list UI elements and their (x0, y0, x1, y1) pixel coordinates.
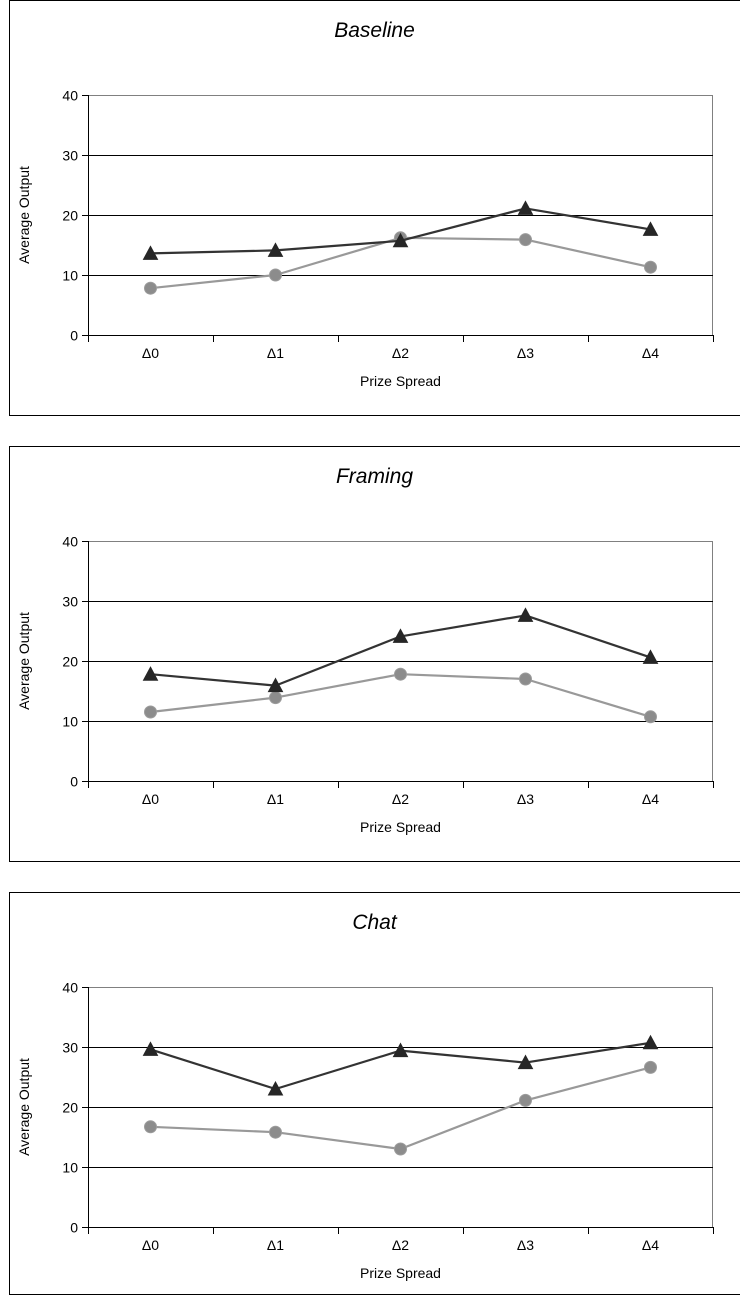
x-tick-label: Δ4 (642, 345, 659, 361)
chart-frame (9, 446, 740, 862)
y-axis-label: Average Output (16, 166, 32, 264)
x-tick-label: Δ1 (267, 345, 284, 361)
x-axis-label: Prize Spread (360, 373, 441, 389)
y-tick-label: 0 (70, 774, 78, 790)
plot-area-border (88, 987, 713, 1227)
x-axis-label: Prize Spread (360, 819, 441, 835)
data-point-circle (519, 233, 532, 247)
data-point-circle (144, 281, 157, 295)
y-tick-label: 30 (62, 148, 78, 164)
series-circle (144, 667, 657, 724)
y-tick-label: 10 (62, 714, 78, 730)
x-axis-label: Prize Spread (360, 1265, 441, 1281)
data-point-triangle (392, 232, 409, 248)
y-tick-label: 10 (62, 268, 78, 284)
data-point-circle (644, 1060, 657, 1074)
series-triangle (142, 200, 659, 260)
x-tick-label: Δ2 (392, 345, 409, 361)
data-point-triangle (517, 1054, 534, 1070)
series-triangle (142, 1034, 659, 1096)
chart-title: Baseline (334, 19, 415, 42)
data-point-triangle (142, 245, 159, 260)
data-point-circle (519, 1093, 532, 1107)
x-tick-label: Δ0 (142, 1237, 159, 1253)
data-point-triangle (392, 628, 409, 643)
x-tick-label: Δ1 (267, 1237, 284, 1253)
data-point-triangle (392, 1042, 409, 1058)
y-tick-label: 30 (62, 1040, 78, 1056)
chart-panel-3: Chat 0 10 20 30 40 Δ0 Δ1 Δ2 Δ3 Δ4 Prize Spread Avera… (9, 892, 740, 1295)
data-point-circle (144, 705, 157, 719)
x-tick-label: Δ3 (517, 1237, 534, 1253)
data-point-circle (269, 1125, 282, 1139)
series-line (150, 1066, 651, 1151)
data-point-circle (644, 710, 657, 724)
data-point-triangle (267, 1080, 284, 1096)
x-tick-label: Δ1 (267, 791, 284, 807)
y-tick-label: 40 (62, 534, 78, 550)
x-tick-label: Δ3 (517, 791, 534, 807)
plot-area-border (88, 541, 713, 781)
data-point-circle (394, 667, 407, 681)
y-tick-label: 10 (62, 1160, 78, 1176)
data-point-triangle (142, 666, 159, 681)
y-axis-label: Average Output (16, 612, 32, 710)
plot-area-border (88, 95, 713, 335)
y-tick-label: 20 (62, 208, 78, 224)
data-point-circle (144, 1120, 157, 1134)
chart-title: Chat (352, 911, 398, 934)
x-tick-label: Δ2 (392, 1237, 409, 1253)
chart-frame (9, 0, 740, 416)
chart-title: Framing (336, 465, 413, 488)
x-tick-label: Δ2 (392, 791, 409, 807)
y-tick-label: 20 (62, 654, 78, 670)
y-tick-label: 40 (62, 980, 78, 996)
y-axis-label: Average Output (16, 1058, 32, 1156)
data-point-triangle (142, 1041, 159, 1056)
data-point-circle (269, 268, 282, 282)
y-tick-label: 40 (62, 88, 78, 104)
x-tick-label: Δ0 (142, 345, 159, 361)
data-point-triangle (267, 677, 284, 693)
chart-panel-1: Baseline 0 10 20 30 40 Δ0 Δ1 Δ2 Δ3 Δ4 Prize Spread A… (9, 0, 740, 416)
data-point-circle (644, 260, 657, 274)
data-point-triangle (517, 200, 534, 215)
y-tick-label: 0 (70, 1220, 78, 1236)
series-triangle (142, 607, 659, 693)
y-tick-label: 20 (62, 1100, 78, 1116)
y-tick-label: 0 (70, 328, 78, 344)
x-tick-label: Δ3 (517, 345, 534, 361)
x-tick-label: Δ4 (642, 1237, 659, 1253)
data-point-triangle (517, 607, 534, 622)
data-point-circle (519, 672, 532, 686)
x-tick-label: Δ0 (142, 791, 159, 807)
chart-panel-2: Framing 0 10 20 30 40 Δ0 Δ1 Δ2 Δ3 Δ4 Prize Spread Av… (9, 446, 740, 862)
data-point-triangle (642, 649, 659, 664)
data-point-triangle (642, 1034, 659, 1050)
x-tick-label: Δ4 (642, 791, 659, 807)
data-point-circle (269, 691, 282, 705)
series-circle (144, 1060, 657, 1156)
data-point-circle (394, 1142, 407, 1156)
y-tick-label: 30 (62, 594, 78, 610)
data-point-triangle (642, 221, 659, 236)
data-point-triangle (267, 242, 284, 257)
chart-frame (9, 892, 740, 1295)
